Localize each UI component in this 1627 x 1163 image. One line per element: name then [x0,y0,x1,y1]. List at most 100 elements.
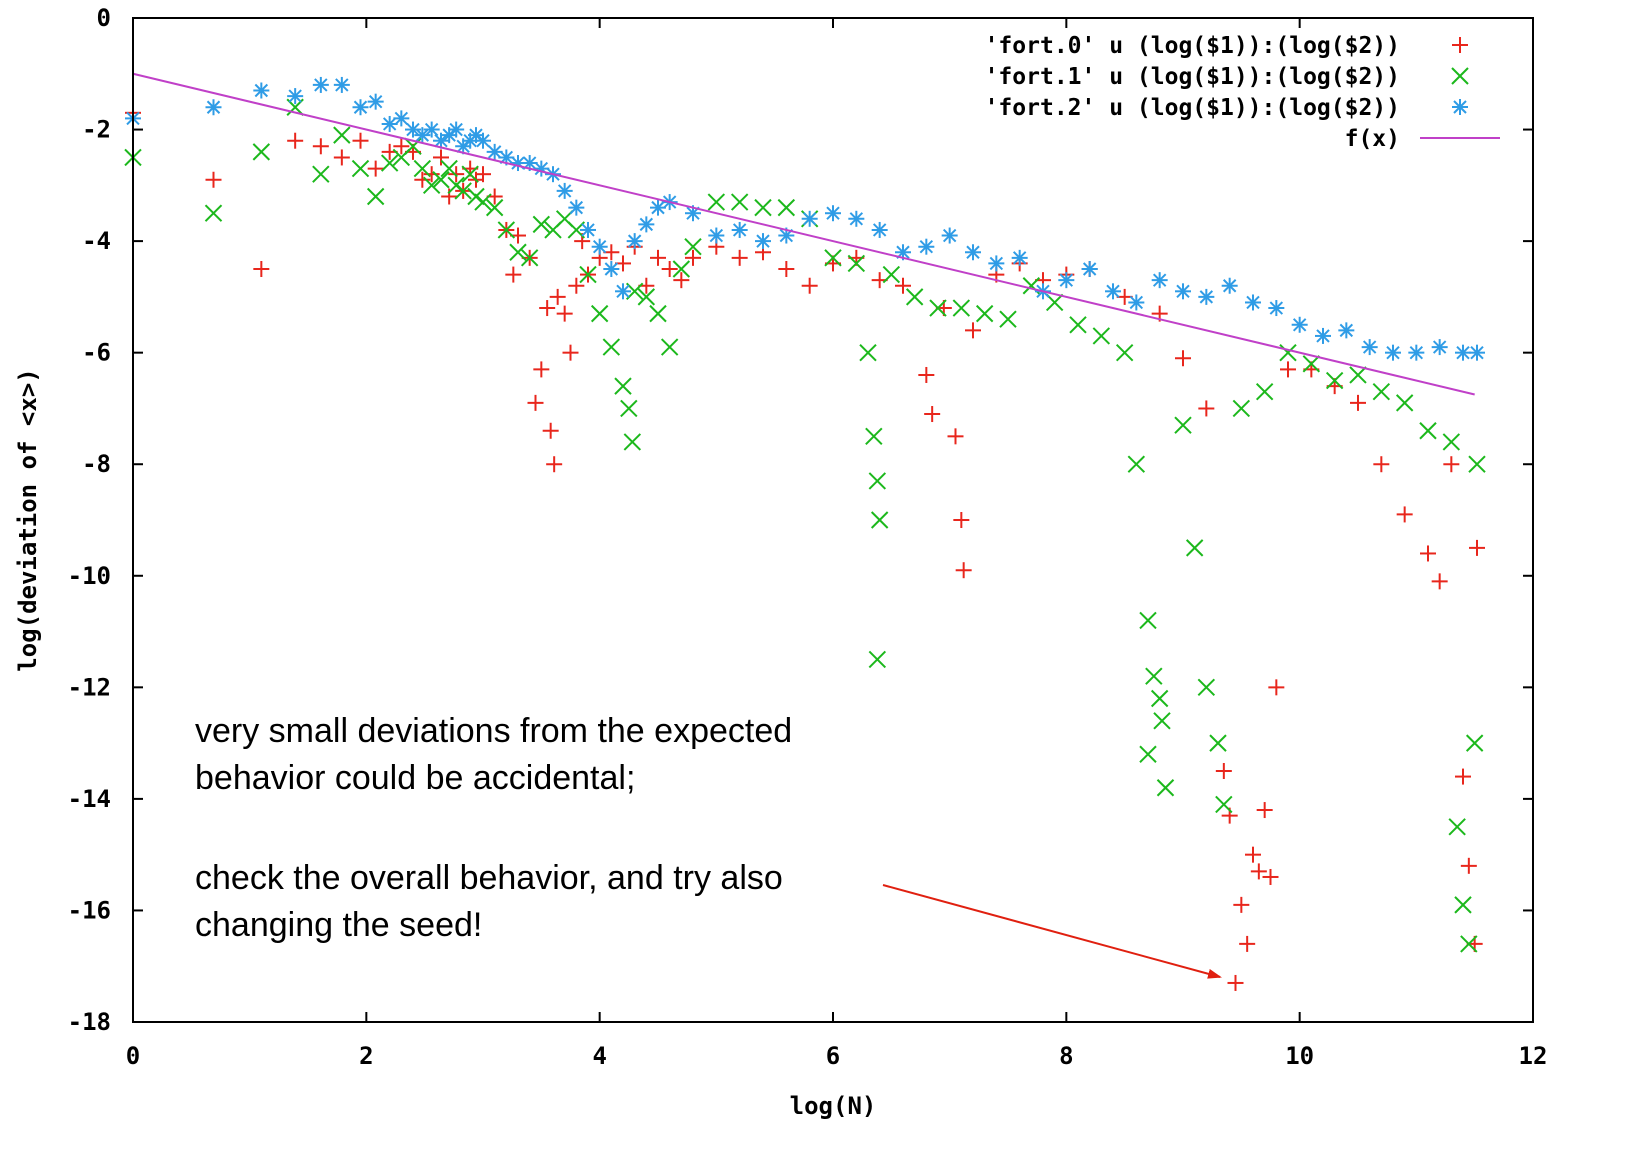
data-point [999,310,1017,328]
data-point [1209,734,1227,752]
data-point [1315,327,1331,344]
data-point [708,227,725,244]
data-point [824,249,842,267]
data-point [603,261,620,277]
series-3 [132,72,1475,396]
data-point [871,221,888,238]
axes: 0 2 4 6 8 10 12 0 -2 -4 -6 -8 -10 -12 -14 -16 -18 log(N) l… [14,4,1547,1120]
data-point [393,138,410,155]
data-point [953,512,970,528]
data-point [312,138,329,155]
data-point [1185,539,1204,557]
y-tick-label: -14 [68,785,111,813]
data-point [1454,896,1472,914]
data-point [1198,400,1215,417]
data-point [707,193,726,211]
data-point [509,243,527,261]
data-point [865,427,883,446]
data-point [1069,316,1087,334]
data-point [333,126,351,144]
data-point [447,176,465,195]
data-point [1279,343,1297,362]
data-point [1215,795,1233,814]
data-point [454,182,472,200]
data-point [405,121,421,138]
data-point [433,132,449,149]
data-point [433,149,449,166]
data-point [367,160,384,177]
data-point [312,165,330,183]
legend-label: 'fort.2' u (log($1)):(log($2)) [985,95,1400,121]
data-point [684,237,702,256]
data-point [1174,416,1192,434]
data-point [204,204,223,222]
data-point [1349,366,1367,384]
data-point [1302,355,1321,373]
data-point [1395,394,1414,412]
legend-swatch-marker [1452,99,1468,115]
data-point [1268,300,1285,317]
data-point [205,171,222,188]
data-point [1151,272,1168,289]
data-point [505,266,522,283]
legend-swatch-marker [1451,67,1469,85]
x-tick-label: 4 [592,1042,606,1070]
y-tick-label: 0 [97,4,111,32]
data-point [1255,383,1274,401]
data-point [947,428,964,445]
data-point [1145,667,1163,685]
data-point [497,221,516,239]
data-point [1291,316,1308,333]
data-point [1150,689,1169,708]
data-point [1373,456,1390,473]
data-point [579,265,597,284]
data-point [614,377,632,395]
data-point [539,300,556,317]
data-point [527,394,544,411]
data-point [475,166,491,183]
x-tick-label: 10 [1285,1042,1314,1070]
data-point [868,472,887,490]
data-point [1239,935,1256,952]
data-point [1153,712,1171,730]
data-point [1175,350,1191,367]
y-tick-label: -8 [82,450,111,478]
data-point [1350,394,1366,411]
data-point [731,221,748,238]
data-point [895,277,911,294]
data-point [1256,802,1273,819]
data-point [730,193,749,211]
y-tick-label: -18 [68,1008,111,1036]
data-point [533,361,550,378]
annotation-line: changing the seed! [195,906,482,944]
data-point [1455,344,1471,361]
data-point [351,159,370,178]
data-point [623,433,642,451]
data-point [868,650,887,669]
data-point [620,399,638,418]
plot-area [124,72,1486,991]
data-point [461,165,479,183]
data-point [1455,768,1471,785]
data-point [1092,327,1111,345]
data-point [423,166,440,183]
data-point [650,249,666,266]
y-tick-label: -6 [82,339,111,367]
data-point [312,76,329,93]
data-point [287,132,304,149]
annotation-line: very small deviations from the expected [195,712,792,750]
data-point [755,233,771,250]
data-point [1081,261,1098,277]
data-point [556,305,573,322]
data-point [590,304,609,323]
data-point [988,255,1005,272]
data-point [955,562,972,579]
y-axis-label: log(deviation of <x>) [14,368,42,671]
data-point [414,171,431,188]
data-point [918,238,935,255]
data-point [1197,678,1216,697]
data-point [965,244,981,261]
data-point [661,261,678,277]
annotation-arrow [882,884,1222,979]
data-point [474,193,492,211]
